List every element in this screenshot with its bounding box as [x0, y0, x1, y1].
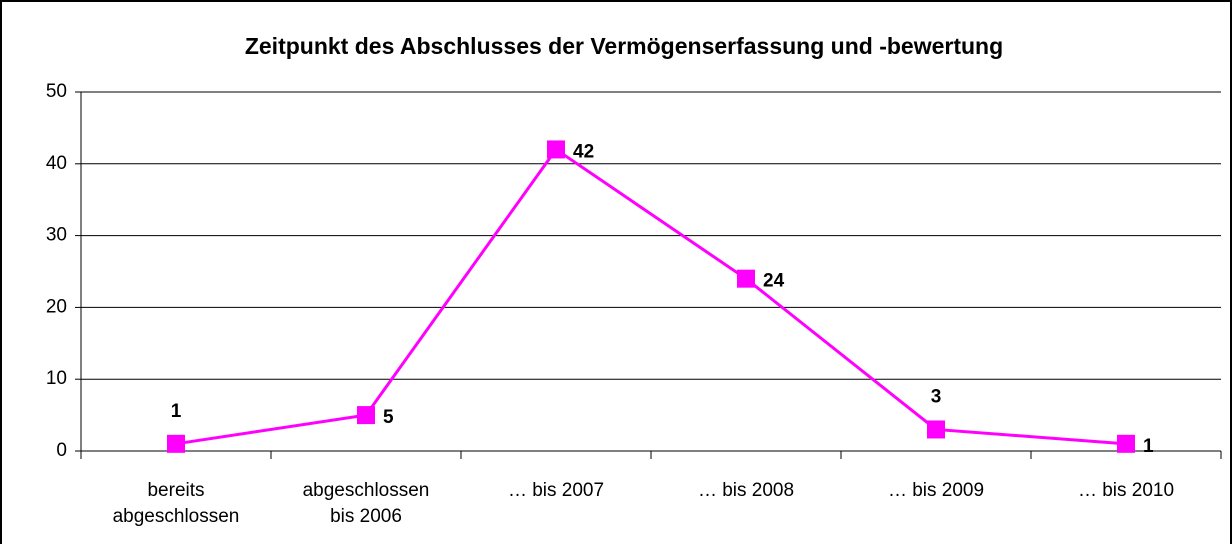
marker — [1117, 434, 1135, 453]
y-tick-label: 30 — [46, 225, 67, 246]
marker — [547, 140, 565, 159]
data-label: 42 — [573, 141, 594, 162]
y-tick-label: 10 — [46, 368, 67, 389]
data-label: 24 — [763, 271, 785, 292]
data-label: 3 — [931, 386, 942, 407]
data-label: 1 — [171, 401, 182, 422]
y-tick-label: 50 — [46, 81, 67, 102]
x-tick-label: … bis 2007 — [508, 480, 604, 501]
y-tick-label: 40 — [46, 153, 67, 174]
series-line — [175, 147, 1127, 446]
marker — [167, 434, 185, 453]
y-tick-label: 20 — [46, 296, 67, 317]
y-tick-label: 0 — [56, 440, 67, 461]
marker — [927, 420, 945, 439]
marker — [737, 269, 755, 288]
x-tick-label: … bis 2008 — [698, 480, 794, 501]
data-label: 5 — [383, 407, 394, 428]
data-label: 1 — [1143, 436, 1154, 457]
marker — [357, 406, 375, 425]
x-tick-label: bereits abgeschlossen — [113, 480, 240, 527]
x-tick-label: … bis 2009 — [888, 480, 984, 501]
x-tick-label: … bis 2010 — [1078, 480, 1174, 501]
chart-title: Zeitpunkt des Abschlusses der Vermögense… — [245, 33, 1003, 59]
x-tick-label: abgeschlossen bis 2006 — [303, 480, 430, 527]
